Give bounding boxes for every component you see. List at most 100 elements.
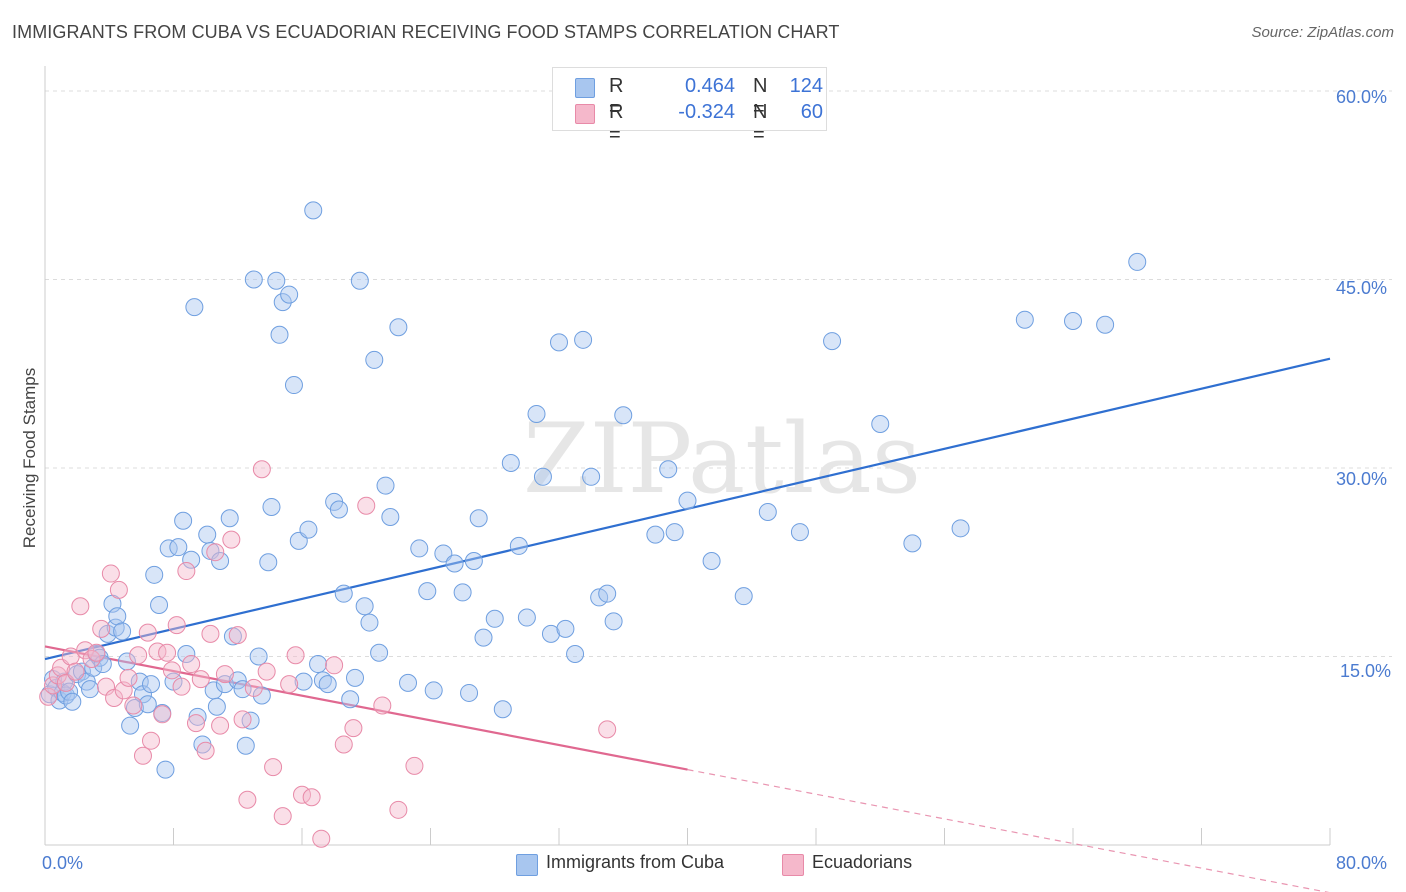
- point-ecuadorian: [167, 616, 186, 635]
- y-tick-label-30: 30.0%: [1336, 469, 1388, 489]
- point-cuba: [117, 652, 136, 671]
- point-ecuadorian: [191, 670, 210, 689]
- point-ecuadorian: [172, 677, 191, 696]
- point-cuba: [309, 655, 328, 674]
- legend-r-value: -0.324: [678, 101, 735, 123]
- point-cuba: [273, 293, 292, 312]
- point-cuba: [509, 536, 528, 555]
- series-swatch-blue: [516, 854, 538, 876]
- point-cuba: [1015, 310, 1034, 329]
- point-cuba: [871, 415, 890, 434]
- y-tick-label-60: 60.0%: [1336, 87, 1388, 107]
- point-cuba: [424, 681, 443, 700]
- point-cuba: [145, 565, 164, 584]
- point-cuba: [903, 534, 922, 553]
- point-cuba: [678, 491, 697, 510]
- legend-swatch-blue: [575, 78, 595, 98]
- point-ecuadorian: [598, 720, 617, 739]
- point-cuba: [702, 551, 721, 570]
- point-ecuadorian: [82, 650, 101, 669]
- point-cuba: [469, 509, 488, 528]
- point-ecuadorian: [124, 696, 143, 715]
- point-ecuadorian: [238, 790, 257, 809]
- point-cuba: [185, 298, 204, 317]
- point-ecuadorian: [312, 829, 331, 848]
- point-ecuadorian: [153, 705, 172, 724]
- point-cuba: [464, 551, 483, 570]
- point-cuba: [63, 692, 82, 711]
- point-ecuadorian: [405, 756, 424, 775]
- point-ecuadorian: [177, 562, 196, 581]
- point-cuba: [734, 587, 753, 606]
- point-cuba: [177, 644, 196, 663]
- point-cuba: [108, 607, 127, 626]
- point-cuba: [249, 647, 268, 666]
- point-cuba: [527, 404, 546, 423]
- point-cuba: [370, 643, 389, 662]
- point-cuba: [493, 700, 512, 719]
- y-tick-label-45: 45.0%: [1336, 278, 1388, 298]
- point-ecuadorian: [233, 710, 252, 729]
- legend-n-label: N =: [753, 75, 768, 120]
- point-ecuadorian: [129, 646, 148, 665]
- point-cuba: [156, 760, 175, 779]
- point-cuba: [665, 523, 684, 542]
- point-ecuadorian: [280, 675, 299, 694]
- point-cuba: [334, 584, 353, 603]
- legend-r-label: R =: [609, 75, 624, 120]
- point-cuba: [434, 544, 453, 563]
- point-ecuadorian: [142, 731, 161, 750]
- point-cuba: [823, 332, 842, 351]
- point-cuba: [566, 644, 585, 663]
- point-ecuadorian: [182, 655, 201, 674]
- point-cuba: [262, 497, 281, 516]
- point-ecuadorian: [148, 642, 167, 661]
- point-ecuadorian: [244, 678, 263, 697]
- point-cuba: [485, 609, 504, 628]
- axes: [44, 66, 1331, 846]
- point-cuba: [329, 500, 348, 519]
- point-ecuadorian: [222, 530, 241, 549]
- point-cuba: [280, 285, 299, 304]
- point-cuba: [550, 333, 568, 352]
- legend-r-label: R =: [609, 101, 624, 146]
- point-cuba: [598, 584, 617, 603]
- point-ecuadorian: [92, 619, 111, 638]
- point-cuba: [93, 655, 112, 674]
- point-cuba: [159, 539, 178, 558]
- point-ecuadorian: [344, 719, 363, 738]
- point-cuba: [474, 628, 493, 647]
- point-cuba: [646, 525, 665, 544]
- legend-r-value: 0.464: [684, 75, 735, 97]
- point-cuba: [259, 553, 278, 572]
- point-cuba: [501, 453, 520, 472]
- point-ecuadorian: [133, 746, 152, 765]
- point-cuba: [284, 376, 303, 395]
- chart-title: IMMIGRANTS FROM CUBA VS ECUADORIAN RECEI…: [12, 22, 840, 42]
- point-cuba: [142, 675, 161, 694]
- point-cuba: [790, 523, 809, 542]
- point-ecuadorian: [162, 661, 181, 680]
- point-cuba: [360, 613, 379, 632]
- series-legend-label: Immigrants from Cuba: [546, 852, 725, 872]
- trend-line-ecuadorian: [44, 645, 688, 771]
- point-cuba: [72, 662, 91, 681]
- point-cuba: [418, 582, 437, 601]
- point-cuba: [376, 476, 395, 495]
- point-cuba: [211, 551, 230, 570]
- point-cuba: [138, 695, 157, 714]
- point-ecuadorian: [334, 735, 353, 754]
- point-cuba: [951, 519, 970, 538]
- point-ecuadorian: [357, 496, 376, 515]
- point-ecuadorian: [119, 668, 138, 687]
- point-cuba: [188, 707, 207, 726]
- point-ecuadorian: [228, 626, 247, 645]
- data-points: [39, 201, 1147, 848]
- point-cuba: [80, 680, 99, 699]
- point-ecuadorian: [257, 662, 276, 681]
- point-ecuadorian: [158, 643, 177, 662]
- point-cuba: [174, 511, 193, 530]
- legend-swatch-pink: [575, 104, 595, 124]
- point-cuba: [244, 270, 263, 289]
